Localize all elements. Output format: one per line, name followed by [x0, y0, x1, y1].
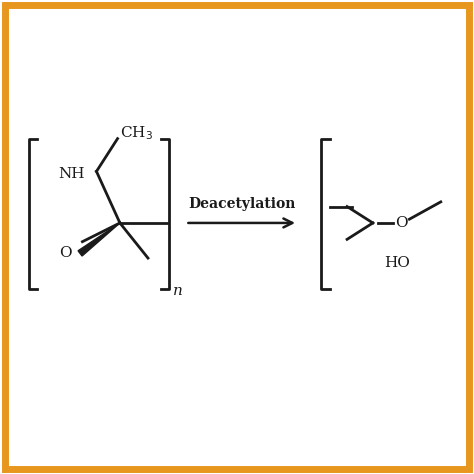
Text: HO: HO: [384, 256, 410, 270]
Text: O: O: [59, 246, 72, 260]
Polygon shape: [78, 223, 120, 256]
Text: O: O: [395, 216, 407, 230]
Text: NH: NH: [58, 167, 85, 181]
Text: CH$_3$: CH$_3$: [120, 124, 153, 142]
Text: n: n: [173, 284, 182, 298]
Text: Deacetylation: Deacetylation: [188, 197, 295, 211]
